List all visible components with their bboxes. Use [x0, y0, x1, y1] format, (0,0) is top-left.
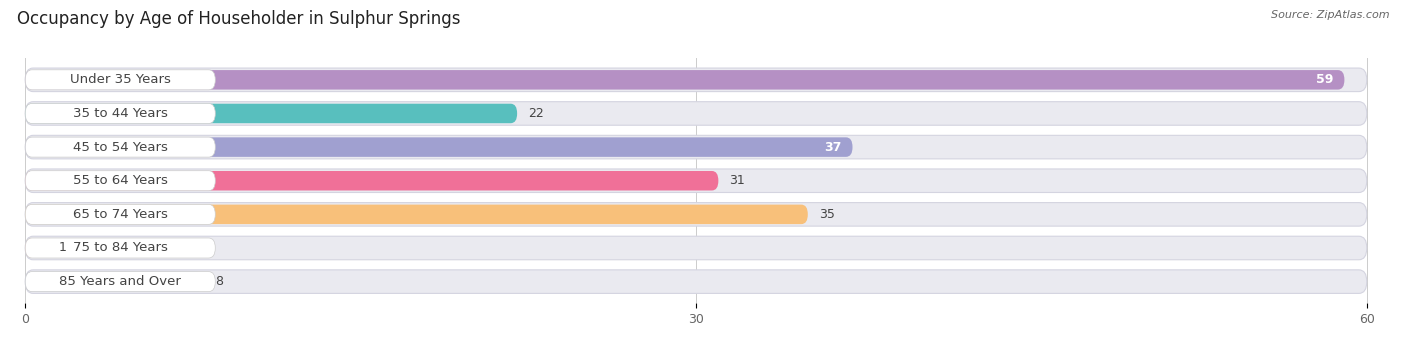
Text: 59: 59	[1316, 73, 1333, 86]
Text: 31: 31	[730, 174, 745, 187]
FancyBboxPatch shape	[25, 70, 1344, 90]
Text: Occupancy by Age of Householder in Sulphur Springs: Occupancy by Age of Householder in Sulph…	[17, 10, 460, 28]
FancyBboxPatch shape	[25, 70, 215, 90]
FancyBboxPatch shape	[25, 135, 1367, 159]
FancyBboxPatch shape	[25, 103, 215, 123]
FancyBboxPatch shape	[25, 104, 517, 123]
Text: 85 Years and Over: 85 Years and Over	[59, 275, 181, 288]
Text: 35: 35	[818, 208, 835, 221]
FancyBboxPatch shape	[25, 270, 1367, 293]
FancyBboxPatch shape	[25, 137, 852, 157]
FancyBboxPatch shape	[25, 236, 1367, 260]
FancyBboxPatch shape	[25, 102, 1367, 125]
FancyBboxPatch shape	[25, 238, 215, 258]
FancyBboxPatch shape	[25, 272, 204, 291]
Text: 37: 37	[824, 140, 841, 153]
FancyBboxPatch shape	[25, 238, 48, 258]
Text: 8: 8	[215, 275, 224, 288]
FancyBboxPatch shape	[25, 205, 808, 224]
FancyBboxPatch shape	[25, 272, 215, 292]
Text: Under 35 Years: Under 35 Years	[70, 73, 170, 86]
Text: Source: ZipAtlas.com: Source: ZipAtlas.com	[1271, 10, 1389, 20]
FancyBboxPatch shape	[25, 203, 1367, 226]
Text: 35 to 44 Years: 35 to 44 Years	[73, 107, 167, 120]
Text: 1: 1	[59, 241, 66, 254]
FancyBboxPatch shape	[25, 169, 1367, 193]
Text: 65 to 74 Years: 65 to 74 Years	[73, 208, 167, 221]
FancyBboxPatch shape	[25, 137, 215, 157]
Text: 75 to 84 Years: 75 to 84 Years	[73, 241, 167, 254]
FancyBboxPatch shape	[25, 68, 1367, 92]
FancyBboxPatch shape	[25, 204, 215, 224]
FancyBboxPatch shape	[25, 171, 215, 191]
Text: 22: 22	[529, 107, 544, 120]
Text: 45 to 54 Years: 45 to 54 Years	[73, 140, 167, 153]
Text: 55 to 64 Years: 55 to 64 Years	[73, 174, 167, 187]
FancyBboxPatch shape	[25, 171, 718, 191]
